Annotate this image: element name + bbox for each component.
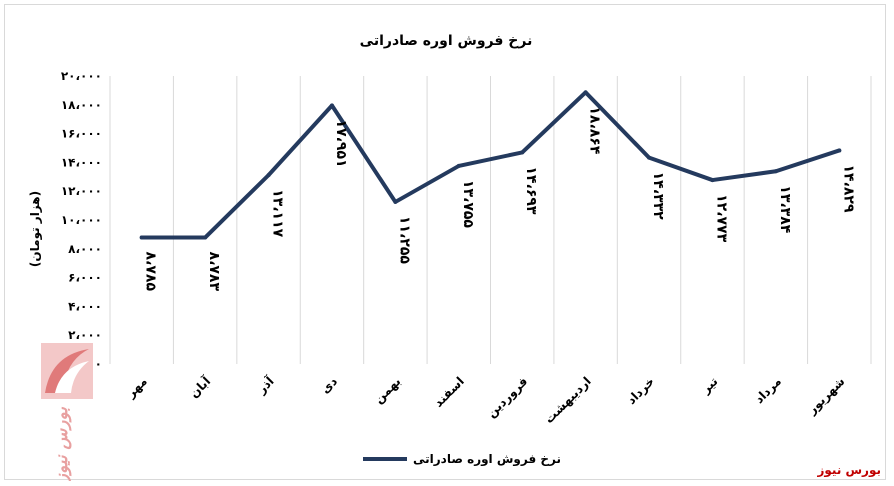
x-category-label: تیر — [698, 374, 721, 397]
data-labels: ۸،۷۸۵ ۸،۷۸۳ ۱۳،۱۱۷ ۱۷،۹۵۱ ۱۱،۲۵۵ ۱۳،۷۵۵ ۱۴،۶۹۳… — [143, 106, 857, 291]
y-tick-label: ۱۴،۰۰۰ — [61, 155, 102, 169]
x-category-label: آذر — [253, 373, 277, 397]
data-label: ۱۳،۳۸۴ — [777, 185, 793, 233]
data-point — [266, 173, 271, 178]
data-point — [139, 235, 144, 240]
x-category-label: مرداد — [752, 374, 784, 406]
x-category-label: شهریور — [804, 374, 848, 418]
y-tick-label: ۲،۰۰۰ — [68, 328, 102, 342]
data-point — [773, 169, 778, 174]
data-point — [520, 150, 525, 155]
data-point — [583, 90, 588, 95]
y-axis-ticks: ۰ ۲،۰۰۰ ۴،۰۰۰ ۶،۰۰۰ ۸،۰۰۰ ۱۰،۰۰۰ ۱۲،۰۰۰ ۱۴،۰۰۰ ۱… — [61, 69, 102, 371]
y-tick-label: ۴،۰۰۰ — [68, 299, 102, 313]
watermark-logo: بورس نیوز — [41, 343, 93, 481]
data-point — [710, 178, 715, 183]
x-category-label: دی — [318, 374, 340, 396]
legend-label: نرخ فروش اوره صادراتی — [413, 452, 561, 467]
watermark-text: بورس نیوز — [52, 407, 72, 481]
data-label: ۱۲،۷۷۳ — [713, 194, 729, 242]
y-tick-label: ۰ — [95, 357, 102, 371]
chart-title: نرخ فروش اوره صادراتی — [360, 33, 533, 49]
x-category-label: بهمن — [371, 374, 403, 406]
data-label: ۱۳،۷۵۵ — [460, 180, 476, 228]
series-group — [139, 90, 842, 240]
data-point — [203, 235, 208, 240]
chart-frame: بورس نیوز ۰ ۲،۰۰۰ ۴،۰۰۰ ۶،۰۰۰ ۸،۰۰۰ ۱۰،۰۰۰ ۱۲،… — [4, 4, 886, 481]
data-point — [647, 155, 652, 160]
series-line — [139, 90, 842, 240]
y-axis-label: (هزار تومان) — [28, 191, 43, 267]
data-point — [456, 163, 461, 168]
x-category-label: خرداد — [624, 374, 657, 407]
data-label: ۱۱،۲۵۵ — [396, 216, 412, 264]
x-category-label: فروردین — [484, 374, 531, 421]
line-chart: بورس نیوز ۰ ۲،۰۰۰ ۴،۰۰۰ ۶،۰۰۰ ۸،۰۰۰ ۱۰،۰۰۰ ۱۲،… — [28, 33, 881, 481]
watermark-arc — [45, 349, 89, 393]
y-tick-label: ۲۰،۰۰۰ — [61, 69, 102, 83]
x-category-label: اسفند — [431, 374, 467, 410]
data-label: ۱۴،۶۹۳ — [523, 166, 539, 214]
y-tick-label: ۶،۰۰۰ — [68, 271, 102, 285]
y-tick-label: ۱۶،۰۰۰ — [61, 127, 102, 141]
legend: نرخ فروش اوره صادراتی — [363, 452, 561, 467]
y-tick-label: ۱۰،۰۰۰ — [61, 213, 102, 227]
grid-lines — [109, 76, 872, 364]
data-label: ۱۸،۸۶۴ — [587, 106, 603, 154]
x-category-label: آبان — [186, 373, 214, 401]
data-point — [329, 103, 334, 108]
watermark-arc-2 — [55, 361, 89, 393]
data-label: ۸،۷۸۵ — [143, 251, 159, 291]
data-label: ۸،۷۸۳ — [206, 252, 222, 292]
x-category-label: مهر — [123, 374, 150, 401]
x-axis-categories: مهر آبان آذر دی بهمن اسفند فروردین اردیبهشت خردا… — [123, 373, 848, 426]
data-label: ۱۴،۳۳۲ — [650, 172, 666, 220]
y-tick-label: ۸،۰۰۰ — [68, 242, 102, 256]
y-tick-label: ۱۸،۰۰۰ — [61, 98, 102, 112]
data-point — [393, 199, 398, 204]
data-label: ۱۴،۸۲۹ — [840, 164, 856, 212]
x-category-label: اردیبهشت — [542, 374, 594, 426]
data-point — [837, 148, 842, 153]
footer-brand: بورس نیوز — [816, 463, 881, 478]
data-label: ۱۷،۹۵۱ — [333, 120, 349, 168]
y-tick-label: ۱۲،۰۰۰ — [61, 184, 102, 198]
data-label: ۱۳،۱۱۷ — [270, 189, 286, 237]
